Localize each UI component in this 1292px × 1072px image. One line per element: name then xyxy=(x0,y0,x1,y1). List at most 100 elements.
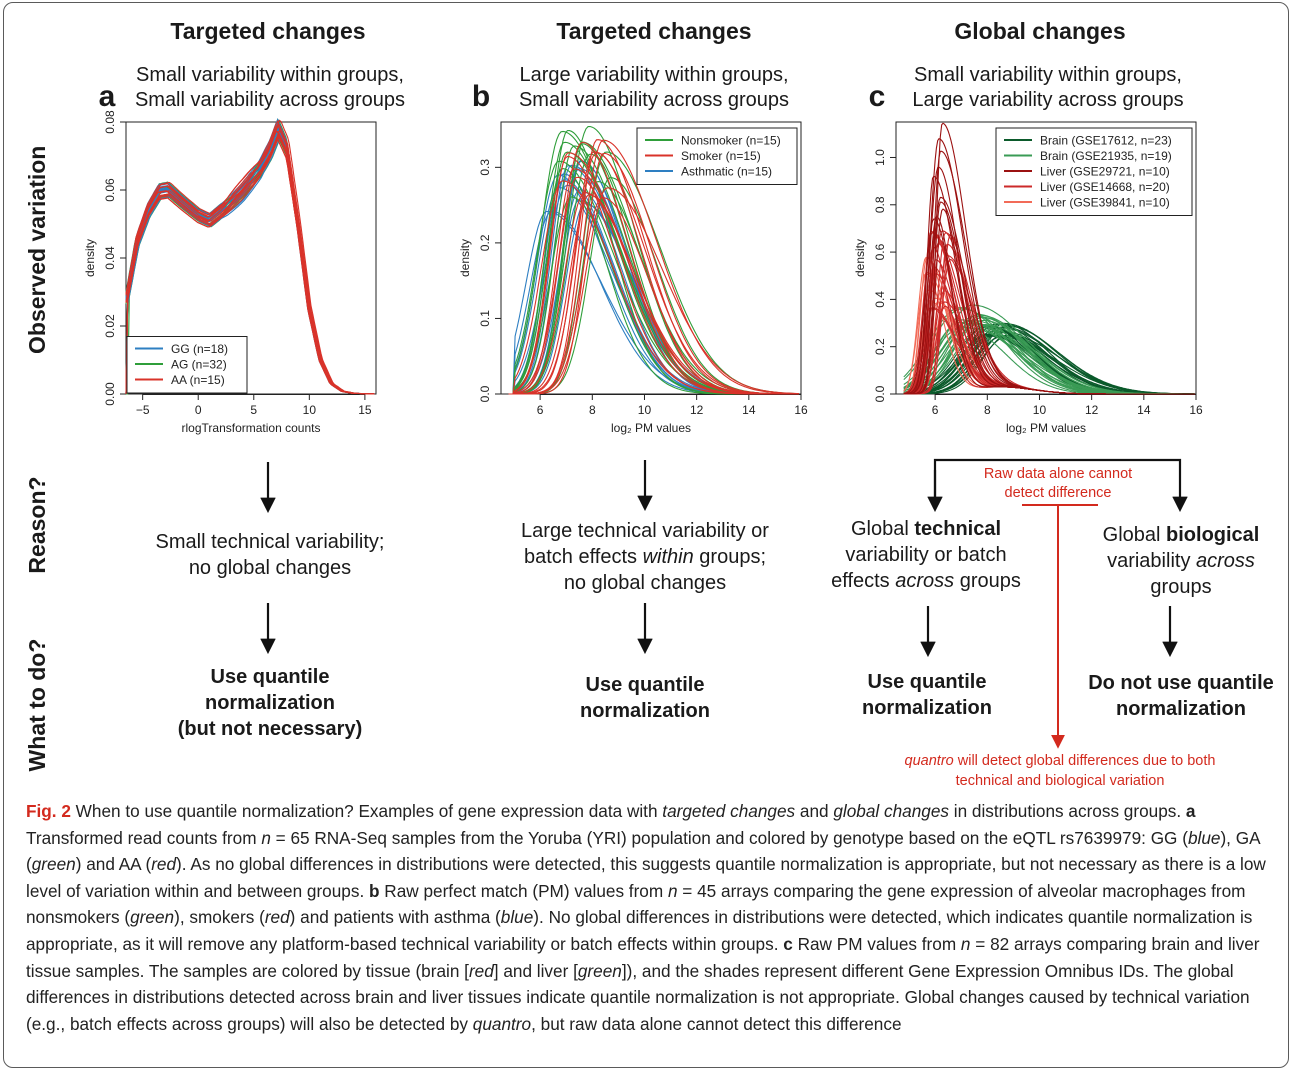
x-tick-label: 6 xyxy=(537,403,544,417)
action-line: Use quantile xyxy=(585,674,705,696)
caption-text: ) and AA ( xyxy=(75,854,152,875)
y-axis-label: density xyxy=(83,239,97,277)
chart-a: −5 0 5 10 15 0.00 0.02 0.04 0.06 0.08 rlogTransfor… xyxy=(83,110,377,435)
caption-emphasis: n xyxy=(261,827,271,848)
x-tick-label: 14 xyxy=(1137,403,1151,417)
y-tick-label: 0.3 xyxy=(478,159,492,176)
chart-c: 6 8 10 12 14 16 0.0 0.2 0.4 0.6 0.8 1.0 log₂ PM valu… xyxy=(853,121,1203,435)
x-tick-label: 16 xyxy=(794,403,808,417)
reason-emphasis: across xyxy=(895,570,955,592)
caption-emphasis: green xyxy=(31,854,76,875)
caption-text: ) and patients with asthma ( xyxy=(289,907,501,928)
quantro-note: quantro will detect global differences d… xyxy=(840,751,1280,791)
flow-arrows xyxy=(260,458,1188,749)
action-line: Use quantile xyxy=(210,666,330,688)
density-curve xyxy=(508,152,799,395)
caption-emphasis: red xyxy=(264,907,290,928)
reason-text: effects xyxy=(831,570,896,592)
y-tick-label: 0.04 xyxy=(103,246,117,270)
reason-line: groups xyxy=(1150,576,1212,598)
y-tick-label: 0.0 xyxy=(478,385,492,402)
legend-label: Nonsmoker (n=15) xyxy=(681,134,781,148)
reason-line: variability or batch xyxy=(845,544,1007,566)
caption-text: ), smokers ( xyxy=(174,907,265,928)
caption-emphasis: quantro xyxy=(472,1013,532,1034)
caption-text: Raw PM values from xyxy=(792,933,961,954)
x-tick-label: 12 xyxy=(1085,403,1099,417)
legend-label: GG (n=18) xyxy=(171,342,228,356)
figure-caption: Fig. 2 When to use quantile normalizatio… xyxy=(26,798,1266,1037)
x-axis-label: log₂ PM values xyxy=(1006,421,1086,435)
reason-line: Global technical xyxy=(806,516,1046,542)
legend-label: Liver (GSE29721, n=10) xyxy=(1040,165,1170,179)
action-line: normalization xyxy=(861,697,992,719)
action-a: Use quantile normalization (but not nece… xyxy=(120,664,420,742)
caption-text: Raw perfect match (PM) values from xyxy=(379,880,668,901)
action-c-technical: Use quantile normalization xyxy=(812,669,1042,721)
column-c-subtitle: Small variability within groups, Large v… xyxy=(878,63,1218,113)
raw-data-note: Raw data alone cannot detect difference xyxy=(958,465,1158,503)
reason-line: no global changes xyxy=(563,572,727,594)
y-tick-label: 0.2 xyxy=(478,234,492,251)
caption-emphasis: blue xyxy=(500,907,534,928)
caption-emphasis: red xyxy=(151,854,177,875)
y-tick-label: 0.2 xyxy=(873,338,887,355)
action-line: normalization xyxy=(1115,698,1246,720)
reason-text: variability xyxy=(1107,550,1196,572)
density-curve xyxy=(508,176,799,395)
note-line: technical and biological variation xyxy=(955,773,1165,789)
density-curve xyxy=(903,208,1195,395)
density-curve xyxy=(508,187,799,395)
legend-label: AG (n=32) xyxy=(171,358,227,372)
subtitle-line: Large variability within groups, xyxy=(519,64,789,86)
x-tick-label: −5 xyxy=(136,403,150,417)
x-tick-label: 16 xyxy=(1189,403,1203,417)
caption-text: = 65 RNA-Seq samples from the Yoruba (YR… xyxy=(270,827,1188,848)
quantro-name: quantro xyxy=(904,753,954,769)
action-b: Use quantile normalization xyxy=(495,672,795,724)
reason-bold: technical xyxy=(914,518,1002,540)
subtitle-line: Small variability within groups, xyxy=(136,64,404,86)
y-tick-label: 0.1 xyxy=(478,310,492,327)
x-tick-label: 12 xyxy=(690,403,704,417)
x-axis-label: rlogTransformation counts xyxy=(182,421,321,435)
density-curve xyxy=(903,326,1195,395)
subtitle-line: Small variability within groups, xyxy=(914,64,1182,86)
caption-text: When to use quantile normalization? Exam… xyxy=(70,801,663,821)
legend-label: Smoker (n=15) xyxy=(681,149,761,163)
action-line: normalization xyxy=(579,700,710,722)
x-axis-label: log₂ PM values xyxy=(611,421,691,435)
reason-b: Large technical variability or batch eff… xyxy=(495,518,795,596)
panel-letter-b: b xyxy=(471,80,491,113)
column-a-subtitle: Small variability within groups, Small v… xyxy=(100,63,440,113)
legend-label: Asthmatic (n=15) xyxy=(681,165,772,179)
action-c-biological: Do not use quantile normalization xyxy=(1066,670,1292,722)
note-text: will detect global differences due to bo… xyxy=(953,753,1216,769)
y-tick-label: 0.8 xyxy=(873,196,887,213)
density-curve xyxy=(508,139,799,395)
x-tick-label: 8 xyxy=(984,403,991,417)
reason-line: no global changes xyxy=(188,557,352,579)
legend-label: Liver (GSE39841, n=10) xyxy=(1040,196,1170,210)
caption-emphasis: red xyxy=(468,960,494,981)
y-tick-label: 0.0 xyxy=(873,385,887,402)
panel-letter-a: a xyxy=(98,80,116,113)
subtitle-line: Large variability across groups xyxy=(912,89,1184,111)
caption-emphasis: n xyxy=(667,880,678,901)
subtitle-line: Small variability across groups xyxy=(134,89,406,111)
x-tick-label: 5 xyxy=(250,403,257,417)
column-b-heading: Targeted changes xyxy=(556,18,752,44)
caption-text: in distributions across groups. xyxy=(949,801,1186,821)
action-line: normalization xyxy=(204,692,335,714)
reason-text: Global xyxy=(850,518,915,540)
caption-text: and xyxy=(795,801,834,821)
reason-c-biological: Global biological variability across gro… xyxy=(1076,522,1286,600)
x-tick-label: 6 xyxy=(932,403,939,417)
caption-emphasis: targeted changes xyxy=(662,801,796,821)
action-line: Do not use quantile xyxy=(1088,672,1274,694)
x-tick-label: 10 xyxy=(303,403,317,417)
caption-fig-label: Fig. 2 xyxy=(26,801,71,821)
reason-line: Large technical variability or xyxy=(521,520,769,542)
reason-text: batch effects xyxy=(524,546,643,568)
reason-bold: biological xyxy=(1166,524,1260,546)
